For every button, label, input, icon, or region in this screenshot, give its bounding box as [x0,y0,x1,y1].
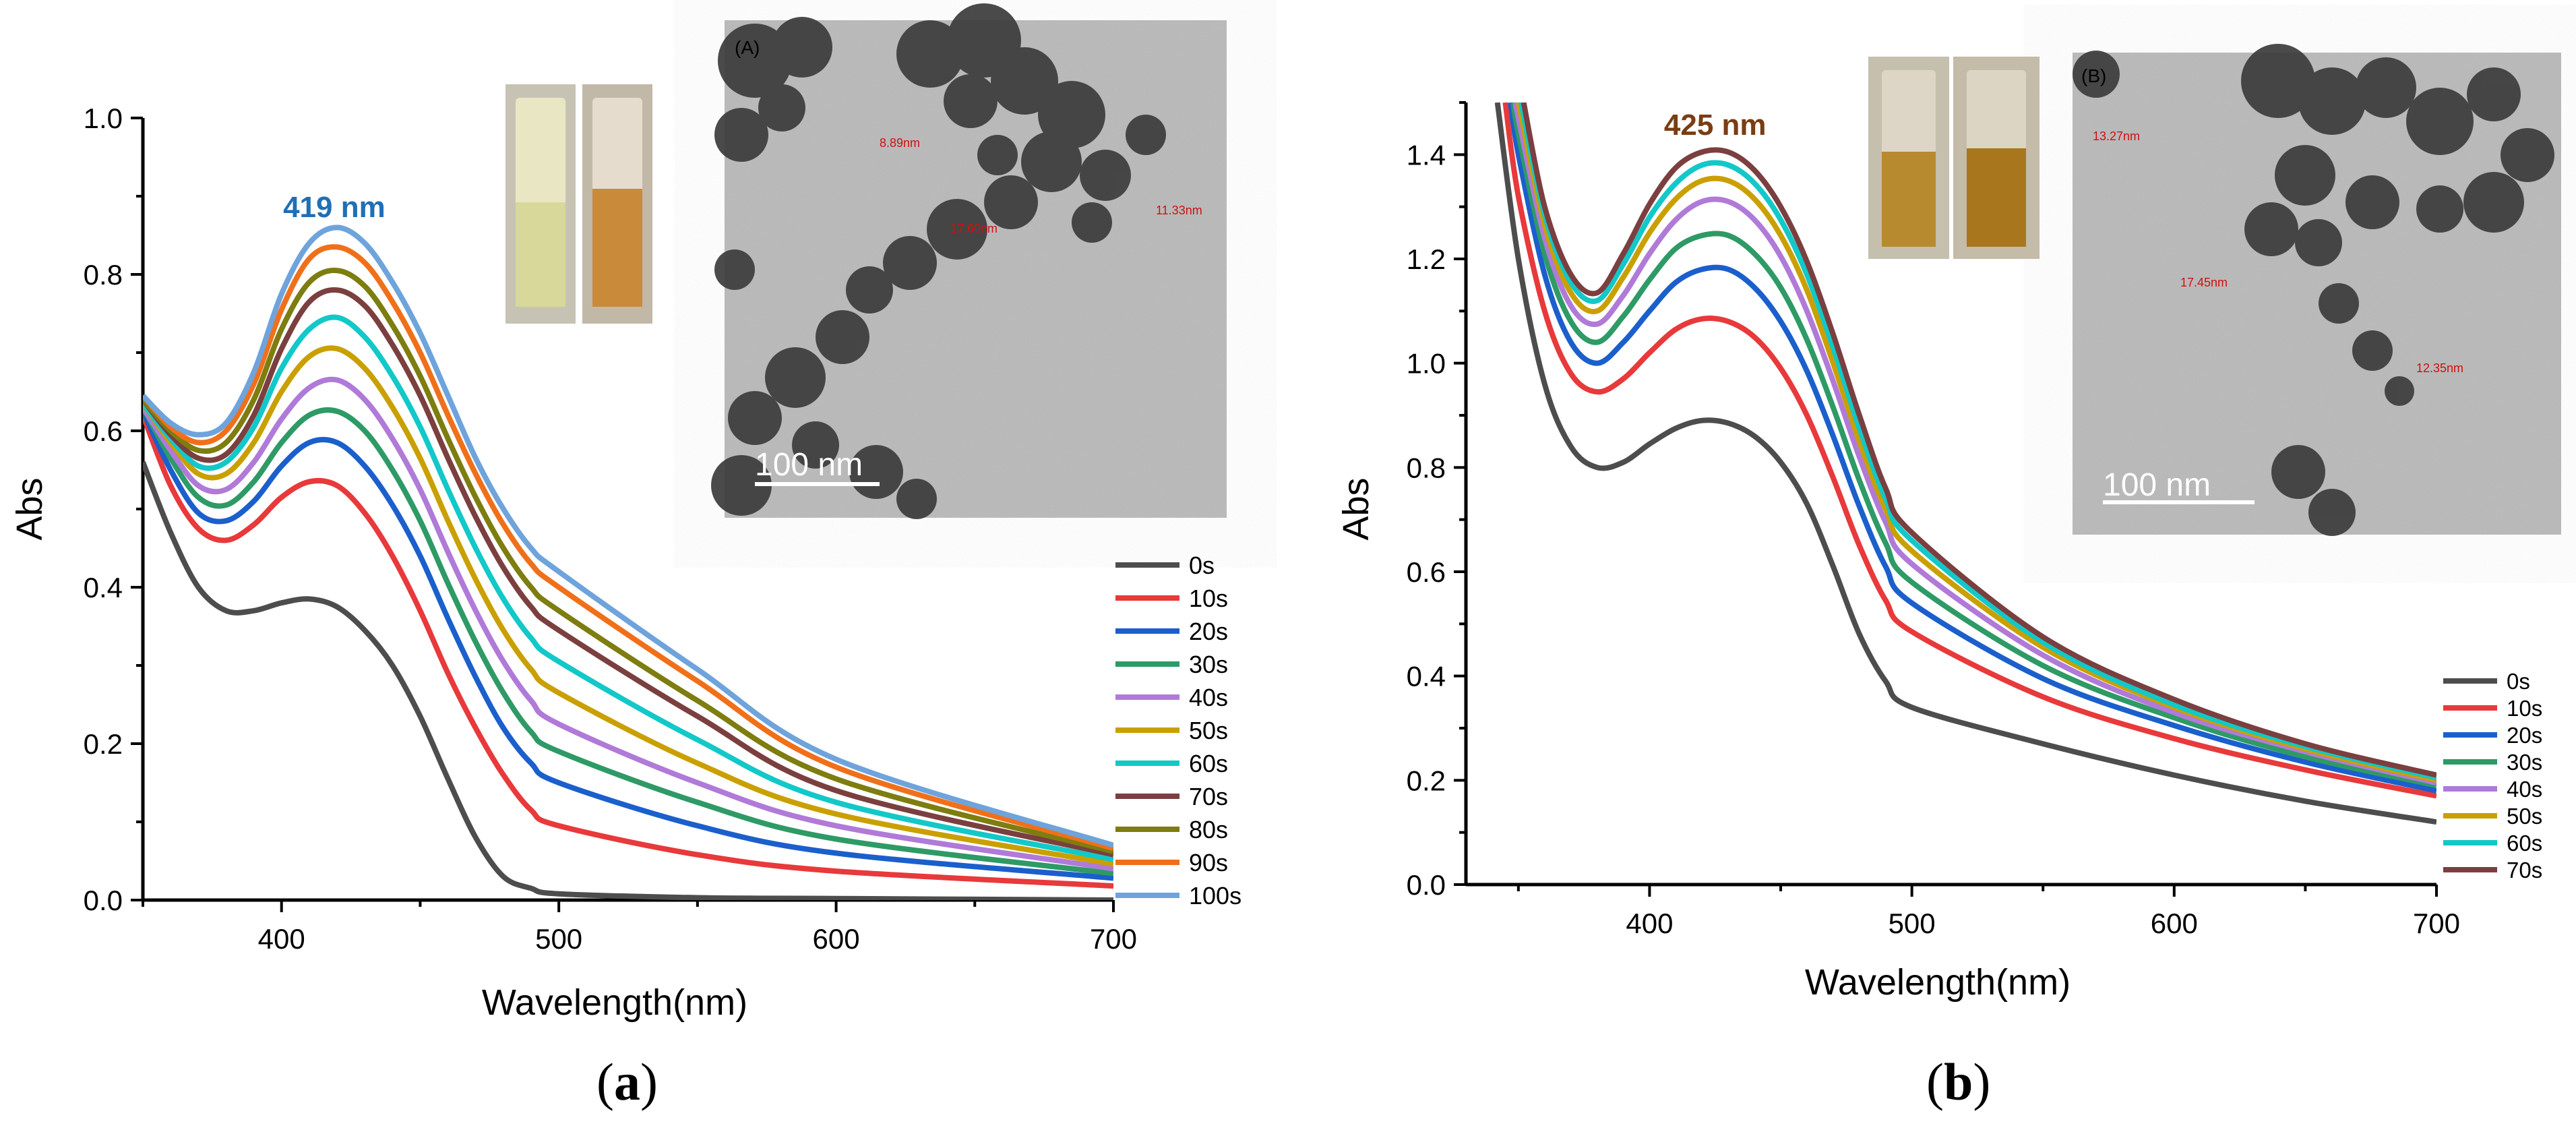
legend-label-b: 40s [2507,777,2542,802]
y-axis-label-b: Abs [1336,477,1376,540]
y-tick-label-a: 0.4 [84,572,123,603]
legend-label-a: 0s [1189,552,1215,579]
y-axis-label-a: Abs [9,477,50,540]
series-line-a-60s [143,314,1113,862]
chart-b: 400 500 600 700 0.0 0.2 0.4 0.6 0.8 1.0 1.2 1.4 Wave… [1336,101,2542,1003]
legend-label-a: 50s [1189,717,1228,744]
y-tick-label-b: 0.0 [1407,869,1446,901]
series-line-a-20s [143,410,1113,881]
series-line-a-10s [143,414,1113,889]
legend-label-a: 30s [1189,651,1228,678]
legend-label-b: 30s [2507,750,2542,775]
cuvette-photo-a [505,84,652,324]
y-tick-label-b: 0.8 [1407,452,1446,483]
panel-caption-a: (a) [596,1052,658,1111]
legend-label-b: 0s [2507,669,2530,694]
legend-label-a: 10s [1189,585,1228,612]
tem-a-measure-1: 8.89nm [880,136,920,150]
y-tick-label-a: 0.6 [84,415,123,447]
chart-a: 400 500 600 700 0.0 0.2 0.4 0.6 0.8 1.0 Wavelength… [9,102,1241,1023]
series-line-b-0s [1494,102,2436,825]
series-line-a-40s [143,376,1113,872]
series-line-b-50s [1515,102,2436,783]
tem-a-label: (A) [735,37,760,58]
y-tick-label-b: 1.0 [1407,348,1446,380]
series-line-b-40s [1512,102,2436,786]
series-line-b-10s [1502,102,2436,799]
y-tick-label-b: 1.2 [1407,243,1446,275]
legend-label-a: 20s [1189,618,1228,645]
series-group-a [143,225,1113,900]
legend-label-b: 20s [2507,723,2542,748]
y-tick-label-b: 0.4 [1407,661,1446,692]
legend-label-a: 100s [1189,882,1241,910]
y-tick-label-a: 1.0 [84,102,123,134]
x-axis-label-b: Wavelength(nm) [1805,962,2071,1003]
panel-caption-a-letter: a [613,1052,640,1111]
legend-label-a: 40s [1189,684,1228,711]
series-line-b-30s [1510,102,2436,789]
tem-b-measure-1: 13.27nm [2093,129,2140,143]
legend-label-b: 50s [2507,804,2542,829]
series-line-a-70s [143,287,1113,858]
cuvette-photo-b [1868,57,2040,259]
legend-label-b: 60s [2507,831,2542,856]
x-axis-label-a: Wavelength(nm) [482,982,747,1023]
panel-caption-b-letter: b [1943,1052,1973,1111]
tem-b-label: (B) [2081,65,2106,86]
tem-a-measure-3: 11.33nm [1156,204,1202,217]
y-tick-label-a: 0.2 [84,728,123,760]
tem-b-measure-2: 17.45nm [2180,276,2228,289]
series-line-b-70s [1521,102,2436,778]
tem-a-scale-bar: 100 nm [755,447,863,483]
legend-label-a: 80s [1189,816,1228,843]
series-line-a-80s [143,268,1113,854]
tem-b-measure-3: 12.35nm [2416,361,2463,375]
tem-image-b: (B) 100 nm 13.27nm 17.45nm 12.35nm [2073,44,2561,536]
x-tick-label-b: 500 [1889,907,1936,939]
y-tick-label-a: 0.8 [84,259,123,291]
legend-label-a: 60s [1189,750,1228,777]
series-line-b-20s [1508,102,2436,794]
tem-b-scale-bar: 100 nm [2103,467,2211,503]
y-tick-label-b: 1.4 [1407,139,1446,171]
series-line-b-60s [1518,102,2436,781]
legend-label-a: 90s [1189,849,1228,876]
legend-a: 0s 10s 20s 30s 40s 50s 60s 70s 80s 90s 100s [1115,552,1241,910]
legend-label-a: 70s [1189,783,1228,810]
y-tick-label-a: 0.0 [84,885,123,916]
x-tick-label-a: 500 [535,923,582,955]
peak-annotation-a: 419 nm [283,191,386,224]
y-tick-label-b: 0.6 [1407,556,1446,588]
x-tick-label-b: 700 [2413,907,2460,939]
peak-annotation-b: 425 nm [1664,109,1767,142]
y-tick-label-b: 0.2 [1407,765,1446,796]
x-tick-label-a: 600 [813,923,860,955]
x-tick-label-b: 600 [2151,907,2198,939]
series-group-b [1494,102,2436,825]
series-line-a-0s [143,460,1113,900]
legend-label-b: 10s [2507,696,2542,721]
x-tick-label-a: 700 [1090,923,1137,955]
series-line-a-50s [143,345,1113,867]
series-line-a-100s [143,225,1113,848]
tem-a-measure-2: 17.60nm [950,222,998,235]
tem-image-a: (A) 100 nm 8.89nm 17.60nm 11.33nm [711,3,1227,519]
x-tick-label-a: 400 [258,923,305,955]
panel-caption-b: (b) [1926,1052,1991,1111]
series-line-a-90s [143,244,1113,852]
legend-label-b: 70s [2507,858,2542,883]
series-line-a-30s [143,406,1113,876]
x-tick-label-b: 400 [1626,907,1673,939]
